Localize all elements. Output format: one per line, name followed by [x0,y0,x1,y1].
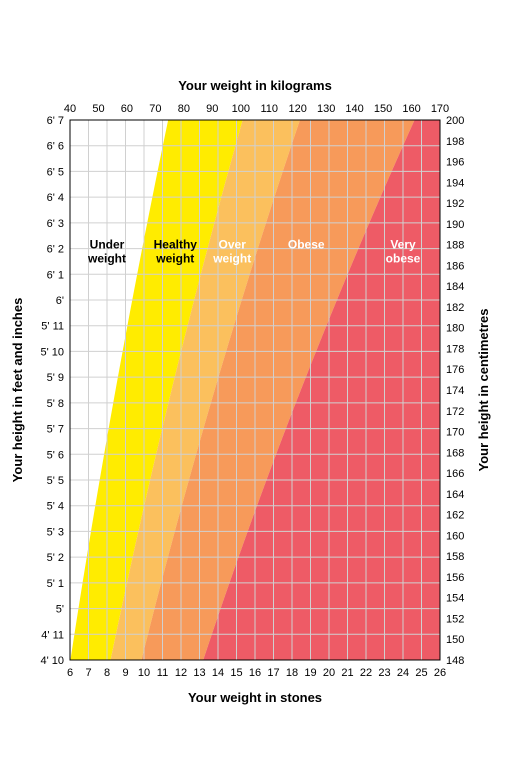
tick-cm: 196 [446,157,464,169]
tick-cm: 172 [446,406,464,418]
tick-cm: 190 [446,219,464,231]
axis-left-ticks: 4' 10 4' 11 5' 5' 1 5' 2 5' 3 5' 4 5' 5 5' 6 5' 7… [40,115,64,667]
tick-kg: 150 [374,103,392,115]
tick-kg: 140 [345,103,363,115]
tick-cm: 164 [446,489,464,501]
tick-st: 24 [397,667,409,679]
tick-ftin: 6' 3 [47,218,64,230]
tick-ftin: 5' 1 [47,578,64,590]
tick-st: 11 [157,667,168,679]
tick-st: 22 [360,667,372,679]
tick-ftin: 5' 8 [47,398,64,410]
tick-ftin: 5' 4 [47,501,64,513]
tick-st: 12 [175,667,187,679]
tick-cm: 180 [446,323,464,335]
tick-cm: 158 [446,551,464,563]
tick-ftin: 6' 7 [47,115,64,127]
tick-cm: 198 [446,136,464,148]
tick-kg: 70 [149,103,161,115]
tick-st: 20 [323,667,335,679]
tick-cm: 184 [446,281,464,293]
tick-ftin: 6' 6 [47,141,64,153]
tick-cm: 148 [446,655,464,667]
zone-label-healthy: Healthyweight [154,238,198,266]
tick-cm: 192 [446,198,464,210]
zone-label-vobese: Veryobese [386,238,421,266]
tick-kg: 50 [92,103,104,115]
tick-st: 13 [193,667,205,679]
tick-cm: 152 [446,613,464,625]
tick-cm: 170 [446,427,464,439]
tick-cm: 194 [446,177,464,189]
tick-cm: 182 [446,302,464,314]
tick-cm: 174 [446,385,464,397]
tick-cm: 178 [446,343,464,355]
tick-st: 14 [212,667,224,679]
tick-kg: 120 [289,103,307,115]
tick-cm: 188 [446,240,464,252]
tick-st: 8 [104,667,110,679]
tick-st: 7 [85,667,91,679]
tick-st: 26 [434,667,446,679]
zone-label-under: Underweight [87,238,126,266]
axis-title-left: Your height in feet and inches [10,298,25,483]
tick-ftin: 6' 5 [47,166,64,178]
tick-cm: 160 [446,530,464,542]
tick-ftin: 6' 2 [47,244,64,256]
tick-st: 19 [304,667,316,679]
tick-kg: 90 [206,103,218,115]
axis-top-ticks: 40 50 60 70 80 90 100 110 120 130 140 150 160 170 [64,103,449,115]
tick-kg: 80 [178,103,190,115]
tick-kg: 60 [121,103,133,115]
tick-st: 25 [415,667,427,679]
axis-title-right: Your height in centimetres [476,308,491,471]
tick-cm: 162 [446,510,464,522]
tick-st: 10 [138,667,150,679]
tick-ftin: 5' 11 [41,321,64,333]
tick-cm: 166 [446,468,464,480]
tick-kg: 110 [260,103,278,115]
tick-cm: 168 [446,447,464,459]
bmi-chart: Underweight Healthyweight Overweight Obese V… [0,0,510,765]
tick-ftin: 5' 9 [47,372,64,384]
tick-cm: 154 [446,593,464,605]
axis-title-top: Your weight in kilograms [178,78,332,93]
tick-cm: 200 [446,115,464,127]
tick-kg: 40 [64,103,76,115]
tick-kg: 170 [431,103,449,115]
tick-ftin: 5' 3 [47,526,64,538]
tick-ftin: 4' 11 [41,629,64,641]
zone-label-over: Overweight [212,238,251,266]
tick-ftin: 4' 10 [40,655,64,667]
axis-right-ticks: 148 150 152 154 156 158 160 162 164 166 168 170 172 1… [446,115,464,667]
axis-bottom-ticks: 67 89 10 11 12 13 14 15 16 17 18 19 20 21 22 23 24 25 26 [67,667,446,679]
tick-st: 18 [286,667,298,679]
tick-kg: 160 [402,103,420,115]
tick-st: 15 [230,667,242,679]
tick-ftin: 5' 2 [47,552,64,564]
tick-cm: 176 [446,364,464,376]
axis-title-bottom: Your weight in stones [188,690,322,705]
tick-ftin: 5' 6 [47,449,64,461]
tick-ftin: 6' [56,295,64,307]
tick-ftin: 6' 1 [47,269,64,281]
tick-cm: 156 [446,572,464,584]
tick-ftin: 5' 5 [47,475,64,487]
tick-st: 16 [249,667,261,679]
tick-kg: 100 [232,103,250,115]
tick-cm: 150 [446,634,464,646]
zone-label-obese: Obese [288,238,325,252]
tick-st: 6 [67,667,73,679]
tick-kg: 130 [317,103,335,115]
tick-st: 23 [378,667,390,679]
tick-st: 17 [267,667,279,679]
tick-ftin: 6' 4 [47,192,64,204]
tick-st: 21 [341,667,353,679]
tick-st: 9 [122,667,128,679]
tick-ftin: 5' [56,604,64,616]
tick-ftin: 5' 10 [40,346,64,358]
grid [70,120,440,660]
tick-cm: 186 [446,260,464,272]
tick-ftin: 5' 7 [47,424,64,436]
